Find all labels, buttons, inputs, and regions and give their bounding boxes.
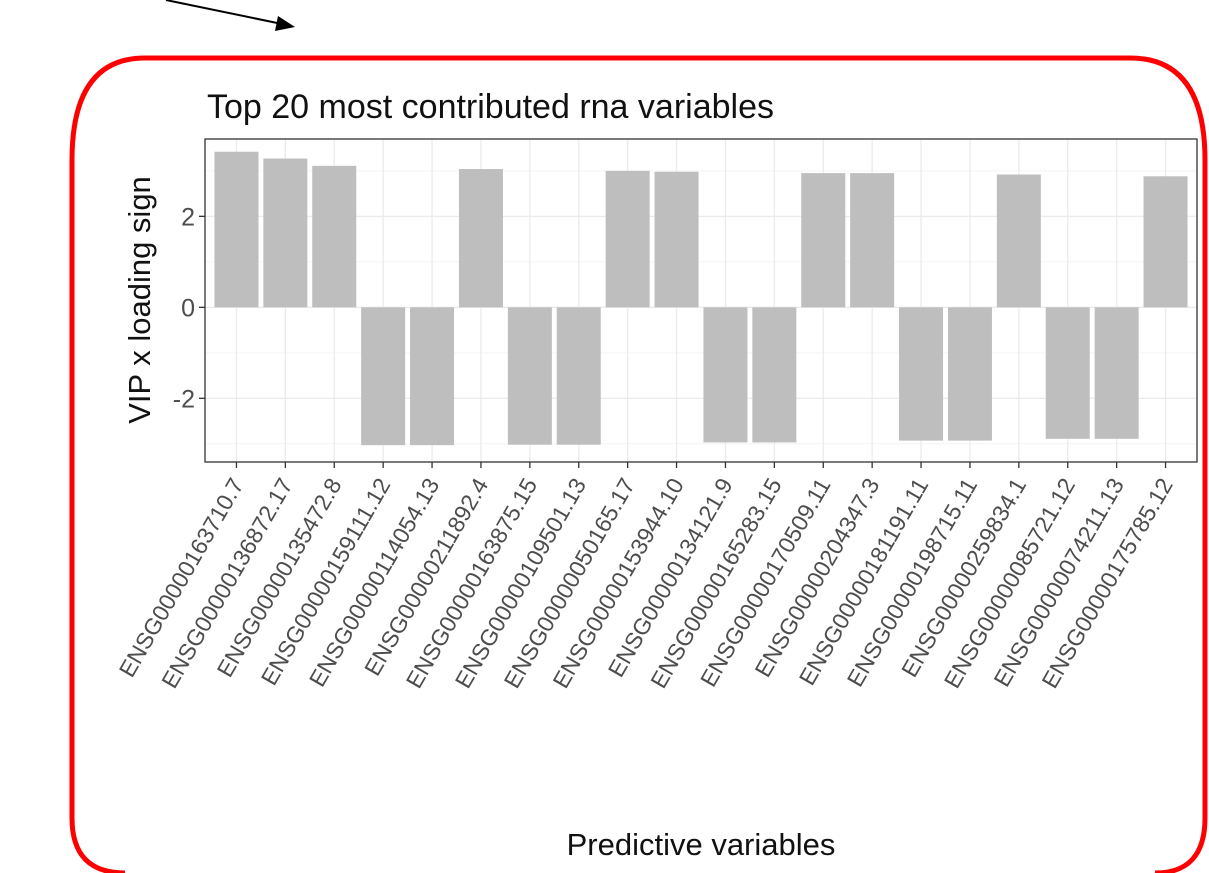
- bars: [214, 151, 1188, 446]
- bar-ENSG00000175785.12: [1143, 176, 1188, 308]
- bar-ENSG00000181191.11: [899, 307, 944, 441]
- bar-ENSG00000085721.12: [1045, 307, 1090, 439]
- highlight-frame: [69, 55, 1208, 873]
- bar-ENSG00000211892.4: [458, 169, 503, 308]
- chart-title: Top 20 most contributed rna variables: [207, 88, 774, 126]
- bar-ENSG00000170509.11: [801, 173, 846, 308]
- bar-ENSG00000159111.12: [361, 307, 406, 446]
- bar-ENSG00000163710.7: [214, 151, 259, 308]
- bar-ENSG00000136872.17: [263, 158, 308, 308]
- bar-ENSG00000074211.13: [1094, 307, 1139, 439]
- pointer-arrow-icon: [165, 0, 295, 31]
- bar-ENSG00000163875.15: [507, 307, 552, 445]
- x-axis: ENSG00000163710.7ENSG00000136872.17ENSG0…: [114, 462, 1178, 693]
- bar-ENSG00000204347.3: [850, 173, 895, 308]
- y-axis: -2 0 2: [173, 203, 205, 413]
- bar-ENSG00000134121.9: [703, 307, 748, 443]
- bar-ENSG00000259834.1: [996, 174, 1041, 308]
- bar-ENSG00000198715.11: [947, 307, 992, 441]
- bar-ENSG00000153944.10: [654, 171, 699, 308]
- plot-panel-border: [204, 138, 1198, 463]
- y-axis-title: VIP x loading sign: [122, 176, 157, 424]
- y-tick-label: -2: [173, 385, 195, 413]
- bar-ENSG00000114054.13: [410, 307, 455, 446]
- y-tick-label: 0: [181, 294, 195, 322]
- y-tick-label: 2: [181, 203, 195, 231]
- bar-ENSG00000135472.8: [312, 165, 357, 308]
- bar-ENSG00000165283.15: [752, 307, 797, 443]
- bar-ENSG00000050165.17: [605, 170, 650, 308]
- x-axis-title: Predictive variables: [567, 827, 836, 862]
- bar-ENSG00000109501.13: [556, 307, 601, 445]
